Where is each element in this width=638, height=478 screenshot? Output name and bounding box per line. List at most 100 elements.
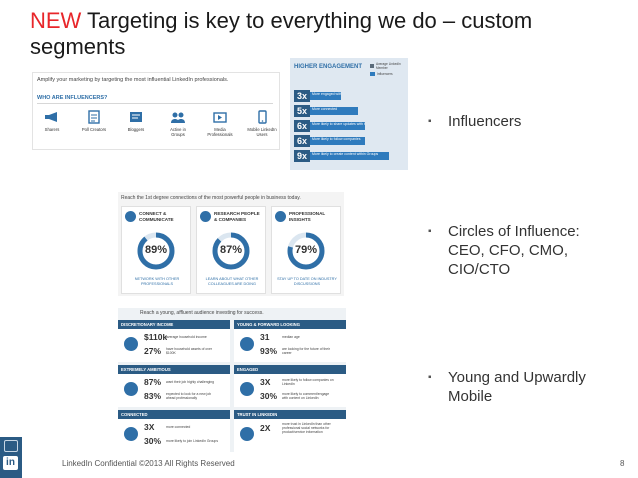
- bullet-circles: ▪ Circles of Influence: CEO, CFO, CMO, C…: [428, 222, 628, 279]
- young-stat: 30% more likely to comment/engage with co…: [260, 391, 336, 401]
- engagement-bar: More likely to follow companies: [310, 137, 366, 145]
- circle-card-head: CONNECT & COMMUNICATE: [125, 211, 187, 222]
- young-stat-desc: want their job highly challenging: [166, 380, 215, 384]
- bullet-square-icon: ▪: [428, 226, 432, 237]
- circles-panel: Reach the 1st degree connections of the …: [118, 192, 344, 296]
- young-stat-desc: more likely to comment/engage with conte…: [282, 392, 330, 400]
- young-stat-value: 3X: [260, 377, 271, 387]
- circle-percent: 79%: [294, 244, 318, 256]
- engagement-panel: HIGHER ENGAGEMENT Average LinkedIn Membe…: [290, 58, 408, 170]
- young-stat: 3X more connected: [144, 422, 220, 432]
- engagement-bar-row: 6x More likely to follow companies: [294, 135, 406, 147]
- linkedin-logo: in: [3, 456, 18, 470]
- engagement-bar: More engaged with LinkedIn Today: [310, 92, 342, 100]
- engagement-title: HIGHER ENGAGEMENT: [294, 64, 363, 70]
- circle-caption: NETWORK WITH OTHER PROFESSIONALS: [134, 277, 180, 286]
- ring-fill: [287, 232, 325, 270]
- young-cell: CONNECTED 3X more connected 30% more likely …: [118, 410, 230, 452]
- influencer-type-label: Active in Groups: [170, 127, 186, 137]
- footer-text: LinkedIn Confidential ©2013 All Rights R…: [62, 459, 235, 468]
- influencers-intro: Amplify your marketing by targeting the …: [37, 77, 229, 83]
- young-intro: Reach a young, affluent audience investi…: [140, 310, 264, 316]
- young-stat-value: 93%: [260, 346, 278, 356]
- engagement-multiplier: 6x: [294, 135, 311, 147]
- young-cell-header: EXTREMELY AMBITIOUS: [118, 365, 230, 374]
- megaphone-icon: [43, 109, 61, 125]
- young-stat-value: 30%: [144, 436, 162, 446]
- follow-icon: [238, 379, 256, 399]
- influencer-types: Sharers Poll Creators Bloggers Active in…: [37, 109, 277, 147]
- young-stat-value: 3X: [144, 422, 155, 432]
- bullet-text: Young and Upwardly Mobile: [448, 369, 586, 405]
- bullet-influencers: ▪ Influencers: [428, 112, 628, 131]
- slide-title: NEW Targeting is key to everything we do…: [30, 8, 590, 60]
- engagement-legend: Average LinkedIn Member Influencers: [370, 62, 406, 78]
- influencer-type-label: Poll Creators: [81, 127, 107, 132]
- bullet-square-icon: ▪: [428, 372, 432, 383]
- young-stat: 30% more likely to join LinkedIn Groups: [144, 436, 220, 446]
- circle-card: RESEARCH PEOPLE & COMPANIES 87% LEARN ABOU…: [196, 206, 266, 294]
- engagement-multiplier: 3x: [294, 90, 311, 102]
- engagement-multiplier: 6x: [294, 120, 311, 132]
- network-icon: [122, 424, 140, 444]
- chart-icon: [122, 379, 140, 399]
- young-stat-desc: average household income: [166, 335, 207, 339]
- ring-fill: [212, 232, 250, 270]
- engagement-bar: More connected: [310, 107, 359, 115]
- young-stat-value: $110k: [144, 332, 168, 342]
- influencer-type: Active in Groups: [163, 109, 193, 147]
- young-cell-header: DISCRETIONARY INCOME: [118, 320, 230, 329]
- legend-item: Average LinkedIn Member: [370, 62, 406, 70]
- dollar-icon: [122, 334, 140, 354]
- percent-ring: [212, 232, 250, 270]
- title-text: Targeting is key to everything we do – c…: [30, 8, 533, 59]
- young-stat-desc: more trust in LinkedIn than other profes…: [282, 422, 331, 434]
- circle-card-title: RESEARCH PEOPLE & COMPANIES: [214, 211, 260, 222]
- percent-ring: [137, 232, 175, 270]
- young-stat-desc: more connected: [166, 425, 191, 429]
- young-stat-value: 31: [260, 332, 270, 342]
- influencers-header: WHO ARE INFLUENCERS?: [37, 95, 108, 101]
- legend-label: Average LinkedIn Member: [376, 62, 401, 70]
- influencer-type: Sharers: [37, 109, 67, 147]
- young-stat-desc: expected to look for a new job ahead pro…: [166, 392, 212, 400]
- influencer-type-label: Media Professionals: [207, 127, 233, 137]
- circle-card-title: CONNECT & COMMUNICATE: [139, 211, 174, 222]
- media-icon: [211, 109, 229, 125]
- circle-card-title: PROFESSIONAL INSIGHTS: [289, 211, 326, 222]
- young-stat-value: 87%: [144, 377, 162, 387]
- handshake-icon: [238, 424, 256, 444]
- engagement-multiplier: 5x: [294, 105, 311, 117]
- young-cell-header: CONNECTED: [118, 410, 230, 419]
- bullet-square-icon: ▪: [428, 116, 432, 127]
- young-cell-header: YOUNG & FORWARD LOOKING: [234, 320, 346, 329]
- binoculars-icon: [238, 334, 256, 354]
- young-stat-desc: more likely to join LinkedIn Groups: [166, 439, 219, 443]
- bullet-young: ▪ Young and Upwardly Mobile: [428, 368, 628, 406]
- young-stat: 27% have household assets of over $100K: [144, 346, 220, 356]
- circle-card: PROFESSIONAL INSIGHTS 79% STAY UP TO DATE …: [271, 206, 341, 294]
- engagement-bar: More likely to share updates with their …: [310, 122, 366, 130]
- influencer-type: Bloggers: [121, 109, 151, 147]
- young-stat: 3X more likely to follow companies on Lin…: [260, 377, 336, 387]
- young-stat: 87% want their job highly challenging: [144, 377, 220, 387]
- page-number: 8: [620, 459, 625, 468]
- chat-icon: [125, 211, 136, 222]
- young-cell: DISCRETIONARY INCOME $110k average househo…: [118, 320, 230, 362]
- circle-caption: LEARN ABOUT WHAT OTHER COLLEAGUES ARE DO…: [205, 277, 259, 286]
- young-stat-desc: median age: [282, 335, 300, 339]
- legend-item: Influencers: [370, 72, 406, 76]
- influencer-type-label: Mobile LinkedIn Users: [247, 127, 277, 137]
- young-stat: 93% are looking for the future of their c…: [260, 346, 336, 356]
- circle-card-head: RESEARCH PEOPLE & COMPANIES: [200, 211, 262, 222]
- influencer-type-label: Sharers: [44, 127, 60, 132]
- divider: [37, 103, 273, 104]
- influencer-type: Media Professionals: [205, 109, 235, 147]
- young-cell: EXTREMELY AMBITIOUS 87% want their job hig…: [118, 365, 230, 407]
- blog-icon: [127, 109, 145, 125]
- group-icon: [169, 109, 187, 125]
- circle-percent: 87%: [219, 244, 243, 256]
- young-stat: $110k average household income: [144, 332, 220, 342]
